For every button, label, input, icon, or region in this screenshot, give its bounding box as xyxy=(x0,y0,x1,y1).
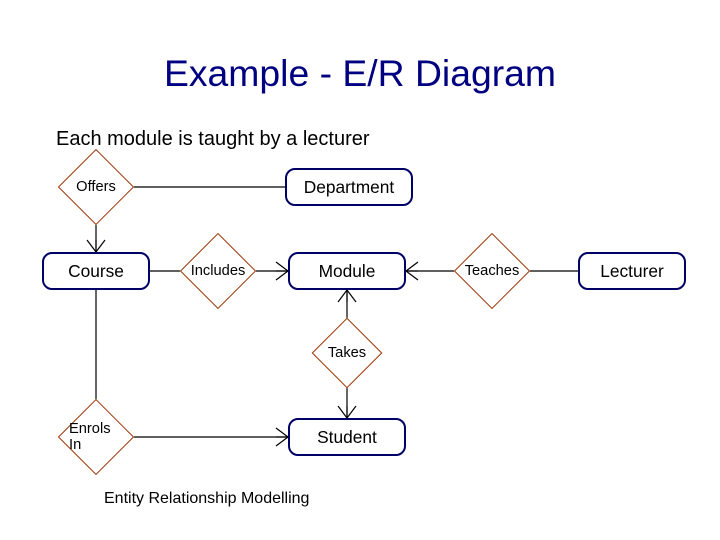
relationship-takes: Takes xyxy=(322,328,372,378)
entity-label: Course xyxy=(68,261,124,282)
page-title: Example - E/R Diagram xyxy=(0,52,720,95)
relationship-label: Includes xyxy=(191,244,245,298)
entity-student: Student xyxy=(288,418,406,456)
relationship-label: Enrols In xyxy=(69,410,123,464)
footer: Entity Relationship Modelling xyxy=(104,490,309,508)
entity-label: Lecturer xyxy=(600,261,664,282)
entity-lecturer: Lecturer xyxy=(578,252,686,290)
relationship-enrols: Enrols In xyxy=(69,410,123,464)
entity-label: Student xyxy=(317,427,377,448)
entity-label: Module xyxy=(319,261,376,282)
subtitle: Each module is taught by a lecturer xyxy=(56,128,370,151)
entity-course: Course xyxy=(42,252,150,290)
relationship-label: Takes xyxy=(322,328,372,378)
relationship-label: Offers xyxy=(69,160,123,214)
entity-module: Module xyxy=(288,252,406,290)
relationship-includes: Includes xyxy=(191,244,245,298)
relationships-label: Teaches xyxy=(465,244,519,298)
entity-department: Department xyxy=(285,168,413,206)
entity-label: Department xyxy=(304,177,395,198)
relationship-teaches: Teaches xyxy=(465,244,519,298)
relationship-offers: Offers xyxy=(69,160,123,214)
